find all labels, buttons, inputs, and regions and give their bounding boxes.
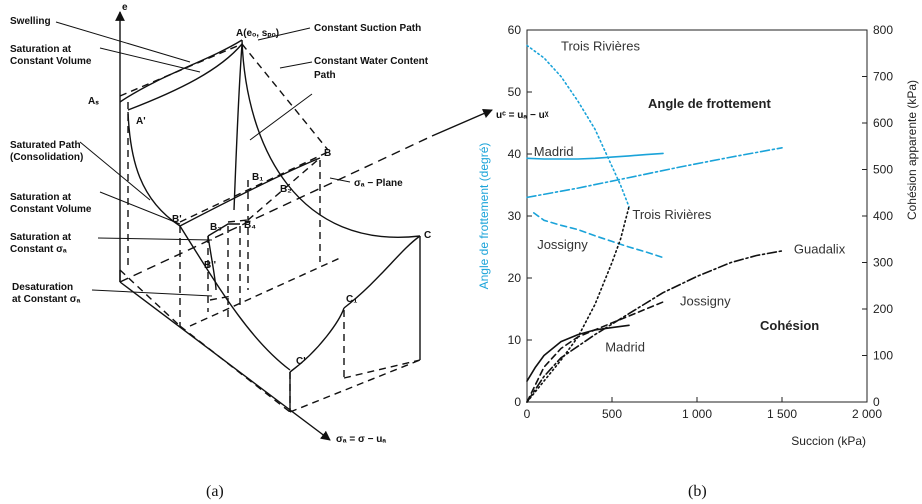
- y-right-ticks: 0 100 200 300 400 500 600 700 800: [862, 23, 893, 409]
- cohesion-group-label: Cohésion: [760, 318, 819, 333]
- series-cohesion-madrid: [526, 324, 630, 382]
- curve-label: Guadalix: [794, 241, 846, 256]
- series-friction-unnamed: [526, 147, 783, 199]
- point-a-label: A(eₒ, sₚₒ): [236, 28, 279, 39]
- curve-label: Trois Rivières: [632, 207, 711, 222]
- panel-a-diagram: [55, 11, 493, 441]
- y-left-tick-label: 20: [508, 271, 522, 285]
- series-group: [526, 44, 783, 403]
- sigma-plane-label: σₐ − Plane: [354, 178, 403, 189]
- sigma-axis-label: σₐ = σ − uₐ: [336, 434, 386, 445]
- y-right-axis-title: Cohésion apparente (kPa): [905, 80, 919, 220]
- sigma-axis: [119, 281, 331, 441]
- y-left-tick-label: 0: [514, 395, 521, 409]
- c-label: C: [424, 230, 431, 241]
- const-water-label: Constant Water Content: [314, 56, 429, 67]
- b2-label: B₂: [280, 184, 292, 195]
- b-prime-label: B': [172, 214, 182, 225]
- x-tick-label: 500: [602, 407, 622, 421]
- series-friction-jossigny: [532, 212, 664, 259]
- b1-label: B₁: [252, 172, 263, 183]
- curve-label: Madrid: [605, 339, 645, 354]
- y-right-tick-label: 300: [873, 256, 893, 270]
- sat-const-vol-1b-label: Constant Volume: [10, 56, 92, 67]
- x-tick-label: 1 000: [682, 407, 712, 421]
- curve-c1-c: [343, 235, 421, 309]
- curve-label: Trois Rivières: [561, 39, 640, 54]
- y-left-tick-label: 60: [508, 23, 522, 37]
- friction-group-label: Angle de frottement: [648, 96, 771, 111]
- curve-label: Jossigny: [537, 237, 588, 252]
- curve-b3-bsecond: [207, 235, 217, 291]
- b4-label: B₄: [244, 220, 256, 231]
- y-left-tick-label: 10: [508, 333, 522, 347]
- y-right-tick-label: 400: [873, 209, 893, 223]
- curve-b-prime-c-prime: [179, 225, 291, 371]
- b-second-label: B'': [204, 260, 216, 271]
- x-ticks: 0 500 1 000 1 500 2 000: [524, 397, 882, 421]
- sat-const-vol-1-label: Saturation at: [10, 44, 72, 55]
- const-water-b-label: Path: [314, 70, 336, 81]
- sat-const-vol-2-label: Saturation at: [10, 192, 72, 203]
- caption-b: (b): [688, 483, 707, 500]
- curve-b-prime-b: [179, 157, 321, 227]
- sat-const-vol-2b-label: Constant Volume: [10, 204, 92, 215]
- swelling-label: Swelling: [10, 16, 51, 27]
- y-right-tick-label: 600: [873, 116, 893, 130]
- suction-axis-arrow: [431, 109, 493, 137]
- y-right-tick-label: 200: [873, 302, 893, 316]
- y-right-tick-label: 0: [873, 395, 880, 409]
- constant-suction-path: [241, 39, 421, 238]
- saturation-constant-volume-top: [127, 43, 243, 111]
- y-right-tick-label: 700: [873, 70, 893, 84]
- x-tick-label: 0: [524, 407, 531, 421]
- series-cohesion-guadalix: [526, 250, 783, 403]
- swelling-curve: [119, 39, 243, 103]
- b3-label: B₃: [210, 222, 222, 233]
- reference-dashes: [119, 43, 421, 413]
- sat-path-label: Saturated Path: [10, 140, 81, 151]
- suction-axis-label: uᶜ = uₐ − uᵡ: [496, 110, 549, 121]
- curve-label: Madrid: [534, 144, 574, 159]
- y-right-tick-label: 100: [873, 349, 893, 363]
- y-left-tick-label: 30: [508, 209, 522, 223]
- sat-const-sigma-b-label: Constant σₐ: [10, 244, 67, 255]
- y-right-tick-label: 800: [873, 23, 893, 37]
- curve-label: Jossigny: [680, 294, 731, 309]
- series-cohesion-trois-rivi-res: [526, 205, 630, 403]
- curve-c-prime-c1: [289, 307, 345, 373]
- y-left-ticks: 0 10 20 30 40 50 60: [508, 23, 532, 409]
- c1-label: C₁: [346, 294, 357, 305]
- saturated-path: [127, 111, 181, 227]
- e-axis-label: e: [122, 2, 128, 13]
- x-tick-label: 2 000: [852, 407, 882, 421]
- c-prime-label: C': [296, 356, 306, 367]
- const-suction-label: Constant Suction Path: [314, 23, 421, 34]
- leader-lines: [55, 21, 351, 297]
- series-friction-trois-rivi-res: [526, 44, 630, 208]
- x-axis-title: Succion (kPa): [791, 434, 866, 448]
- constant-water-content-path: [233, 43, 243, 211]
- desat-b-label: at Constant σₐ: [12, 294, 81, 305]
- panel-b-chart: 0 500 1 000 1 500 2 000 0 10 20 30 40 50 60 0 100 20…: [477, 23, 919, 500]
- a-prime-label: A': [136, 116, 146, 127]
- caption-a: (a): [206, 483, 224, 500]
- as-label: Aₛ: [88, 96, 99, 107]
- sat-path-b-label: (Consolidation): [10, 152, 83, 163]
- curve-labels: Trois Rivières Madrid Trois Rivières Jossig…: [534, 39, 846, 355]
- series-friction-madrid: [526, 152, 664, 160]
- curve-b3-b4: [207, 223, 240, 237]
- y-left-tick-label: 50: [508, 85, 522, 99]
- panel-a-labels: e A(eₒ, sₚₒ) Swelling Saturation at Cons…: [10, 2, 549, 500]
- b-label: B: [324, 148, 331, 159]
- y-right-tick-label: 500: [873, 163, 893, 177]
- sat-const-sigma-label: Saturation at: [10, 232, 72, 243]
- y-left-axis-title: Angle de frottement (degré): [477, 143, 491, 290]
- x-tick-label: 1 500: [767, 407, 797, 421]
- suction-axis-back: [119, 135, 433, 283]
- desat-label: Desaturation: [12, 282, 73, 293]
- y-left-tick-label: 40: [508, 147, 522, 161]
